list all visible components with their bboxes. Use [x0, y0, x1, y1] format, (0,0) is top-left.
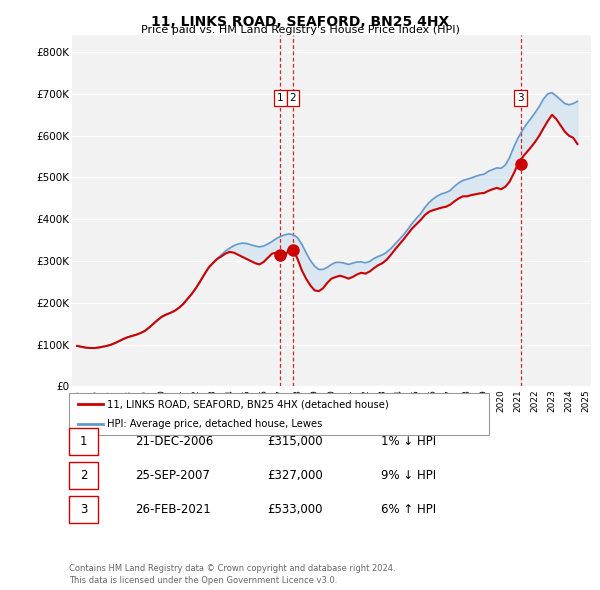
Text: 11, LINKS ROAD, SEAFORD, BN25 4HX: 11, LINKS ROAD, SEAFORD, BN25 4HX	[151, 15, 449, 29]
Text: 6% ↑ HPI: 6% ↑ HPI	[381, 503, 436, 516]
Text: 1: 1	[277, 93, 283, 103]
Text: 21-DEC-2006: 21-DEC-2006	[135, 435, 213, 448]
Text: 3: 3	[80, 503, 87, 516]
Text: HPI: Average price, detached house, Lewes: HPI: Average price, detached house, Lewe…	[107, 419, 322, 429]
Text: 9% ↓ HPI: 9% ↓ HPI	[381, 469, 436, 482]
Text: £327,000: £327,000	[267, 469, 323, 482]
Text: £533,000: £533,000	[267, 503, 323, 516]
Text: 2: 2	[80, 469, 87, 482]
Text: 3: 3	[517, 93, 524, 103]
Text: 2: 2	[290, 93, 296, 103]
Text: 1% ↓ HPI: 1% ↓ HPI	[381, 435, 436, 448]
Text: Contains HM Land Registry data © Crown copyright and database right 2024.
This d: Contains HM Land Registry data © Crown c…	[69, 565, 395, 585]
Text: Price paid vs. HM Land Registry's House Price Index (HPI): Price paid vs. HM Land Registry's House …	[140, 25, 460, 35]
Text: £315,000: £315,000	[267, 435, 323, 448]
Text: 1: 1	[80, 435, 87, 448]
Text: 11, LINKS ROAD, SEAFORD, BN25 4HX (detached house): 11, LINKS ROAD, SEAFORD, BN25 4HX (detac…	[107, 399, 389, 409]
Text: 25-SEP-2007: 25-SEP-2007	[135, 469, 210, 482]
Text: 26-FEB-2021: 26-FEB-2021	[135, 503, 211, 516]
